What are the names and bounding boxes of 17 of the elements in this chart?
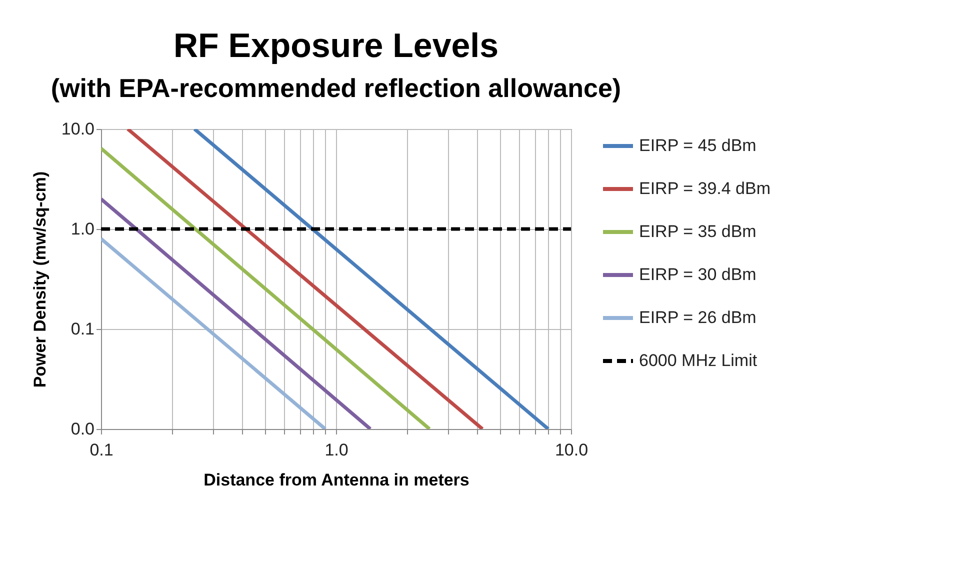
x-tick-label: 1.0 [324, 440, 348, 460]
y-tick-label: 10.0 [61, 120, 94, 138]
legend-label: EIRP = 30 dBm [639, 265, 756, 284]
legend-label: EIRP = 35 dBm [639, 222, 756, 241]
legend-label: 6000 MHz Limit [639, 351, 758, 370]
legend-label: EIRP = 26 dBm [639, 308, 756, 327]
legend-label: EIRP = 45 dBm [639, 136, 756, 155]
chart-title: RF Exposure Levels [173, 27, 499, 65]
x-axis-title: Distance from Antenna in meters [204, 470, 470, 490]
x-tick-label: 10.0 [554, 440, 588, 460]
y-tick-label: 0.1 [70, 320, 94, 338]
legend-label: EIRP = 39.4 dBm [639, 179, 771, 198]
y-tick-label: 1.0 [70, 220, 94, 238]
chart-subtitle: (with EPA-recommended reflection allowance) [50, 73, 622, 103]
x-tick-label: 0.1 [90, 440, 114, 460]
y-axis-title: Power Density (mw/sq-cm) [30, 171, 50, 388]
y-tick-label: 0.0 [70, 420, 94, 438]
